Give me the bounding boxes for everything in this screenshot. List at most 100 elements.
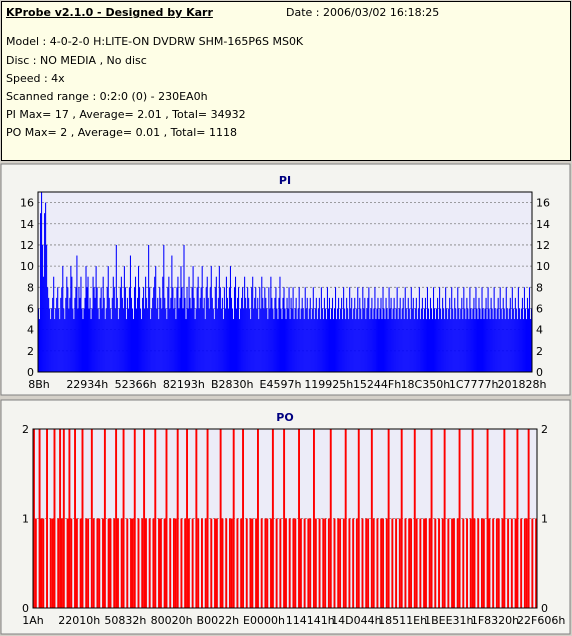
po-bar — [62, 429, 65, 608]
pi-bar — [332, 319, 335, 372]
pi-bar — [397, 319, 399, 372]
po-bar — [66, 518, 69, 608]
po-bar — [385, 518, 388, 608]
pi-bar — [50, 319, 52, 372]
pi-bar — [388, 287, 390, 372]
po-bar — [486, 429, 489, 608]
po-bar — [38, 429, 41, 608]
pi-bar — [277, 319, 279, 372]
pi-bar — [504, 319, 506, 372]
pi-bar — [313, 319, 315, 372]
pi-bar — [81, 308, 83, 372]
pi-bar — [373, 308, 375, 372]
pi-bar — [450, 319, 452, 372]
pi-bar — [348, 319, 350, 372]
pi-bar — [482, 308, 484, 372]
pi-bar — [91, 308, 93, 372]
pi-bar — [274, 297, 276, 372]
pi-bar — [135, 308, 138, 372]
pi-bar — [297, 308, 299, 372]
pi-bar — [273, 319, 275, 372]
po-bar — [260, 518, 263, 608]
po-bar — [471, 429, 474, 608]
po-bar — [428, 518, 431, 608]
pi-bar — [242, 287, 244, 372]
pi-bar — [405, 308, 407, 372]
pi-bar — [43, 276, 45, 372]
pi-bar — [282, 297, 284, 372]
pi-bar — [514, 297, 516, 372]
pi-bar — [49, 308, 51, 372]
pi-bar — [158, 319, 160, 372]
pi-bar — [416, 319, 418, 372]
pi-bar — [121, 297, 123, 372]
pi-ytick-left: 10 — [20, 260, 34, 273]
pi-bar — [406, 319, 408, 372]
pi-bar — [301, 297, 303, 372]
pi-bar — [167, 287, 169, 372]
pi-bar — [508, 308, 510, 372]
pi-bar — [499, 287, 501, 372]
pi-bar — [443, 308, 445, 372]
pi-bar — [205, 287, 207, 372]
pi-bar — [265, 297, 267, 372]
pi-bar — [375, 319, 377, 372]
pi-bar — [314, 308, 316, 372]
pi-bar — [41, 192, 43, 372]
po-bar — [481, 518, 483, 608]
pi-bar — [89, 297, 91, 372]
pi-bar — [125, 319, 127, 372]
po-bar — [242, 429, 244, 608]
po-bar — [270, 518, 272, 608]
pi-xtick: 1C7777h — [449, 378, 499, 391]
pi-bar — [369, 319, 371, 372]
po-bar — [456, 518, 459, 608]
pi-bar — [73, 319, 75, 372]
pi-bar — [517, 287, 519, 372]
speed-line: Speed : 4x — [6, 72, 65, 85]
pi-bar — [418, 287, 420, 372]
pi-bar — [85, 266, 87, 372]
pi-bar — [281, 319, 283, 372]
pi-bar — [175, 319, 177, 372]
app-title: KProbe v2.1.0 - Designed by Karr — [6, 6, 213, 19]
pi-bar — [241, 297, 243, 372]
pi-bar — [428, 319, 431, 372]
pi-bar — [54, 319, 56, 372]
pi-bar — [355, 319, 357, 372]
pi-bar — [109, 308, 111, 372]
pi-bar — [370, 308, 372, 372]
pi-bar — [377, 297, 379, 372]
pi-bar — [491, 308, 493, 372]
pi-bar — [234, 276, 237, 372]
pi-bar — [171, 255, 173, 372]
pi-bar — [494, 308, 496, 372]
pi-bar — [461, 297, 463, 372]
po-bar — [535, 518, 538, 608]
pi-bar — [173, 308, 175, 372]
pi-bar — [168, 276, 170, 372]
pi-bar — [327, 308, 329, 372]
pi-bar — [60, 297, 62, 372]
pi-bar — [463, 287, 465, 372]
po-bar — [85, 518, 88, 608]
pi-bar — [250, 319, 252, 372]
pi-bar — [345, 319, 347, 372]
pi-bar — [270, 276, 272, 372]
pi-ytick-left: 8 — [27, 281, 34, 294]
pi-bar — [40, 213, 42, 372]
pi-bar — [384, 319, 386, 372]
pi-bar — [513, 319, 515, 372]
pi-bar — [113, 287, 115, 372]
pi-bar — [133, 287, 136, 372]
pi-bar — [128, 287, 130, 372]
pi-bar — [66, 276, 68, 372]
po-bar — [257, 429, 259, 608]
po-bar — [154, 429, 157, 608]
pi-bar — [507, 319, 509, 372]
pi-bar — [319, 319, 321, 372]
pi-bar — [336, 319, 338, 372]
pi-bar — [503, 308, 505, 372]
pi-ytick-left: 2 — [27, 345, 34, 358]
po-bar — [249, 518, 252, 608]
